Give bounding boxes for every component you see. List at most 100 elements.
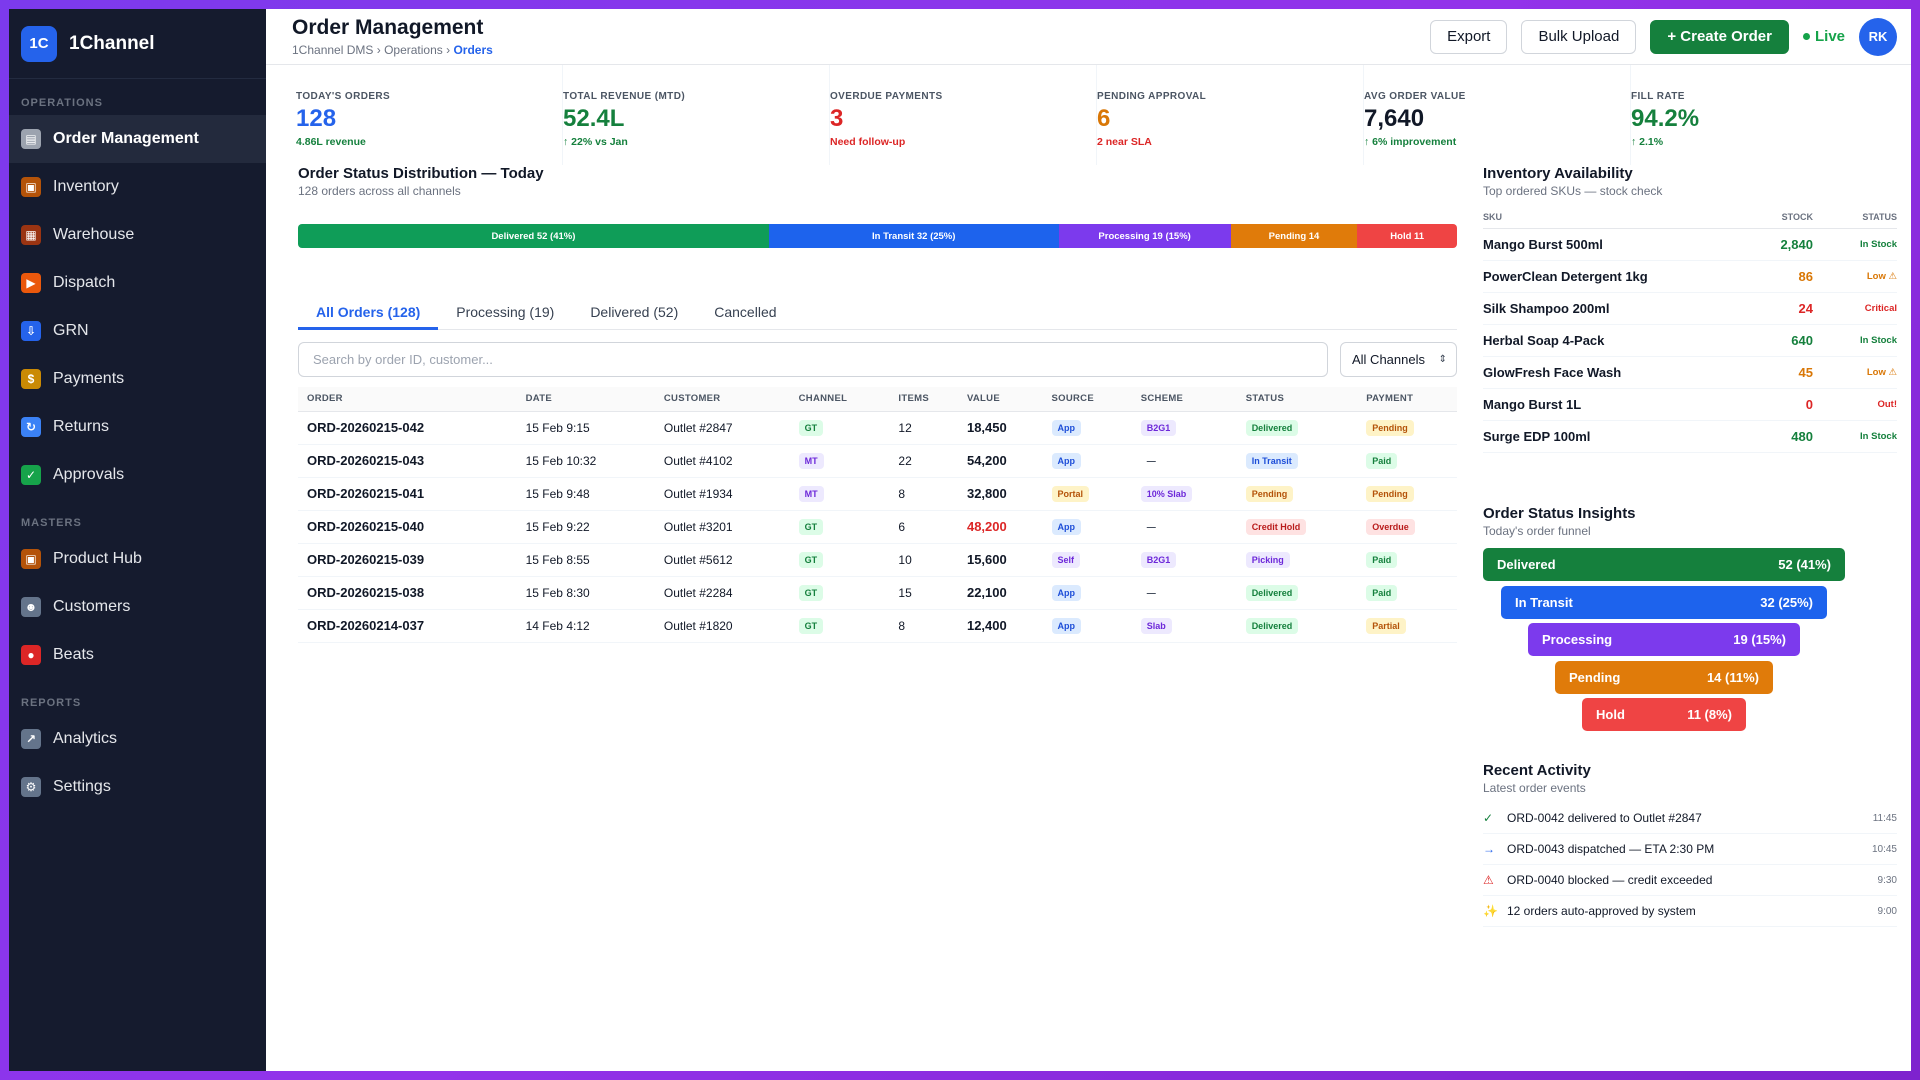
funnel-bar-delivered[interactable]: Delivered 52 (41%)	[1483, 548, 1845, 581]
kpi-card-today-s-orders: TODAY'S ORDERS 128 4.86L revenue	[296, 65, 563, 165]
sidebar-item-customers[interactable]: ☻ Customers	[9, 583, 266, 631]
status-badge: Pending	[1245, 485, 1294, 502]
kpi-value: 52.4L	[563, 105, 625, 132]
breadcrumb-item-operations[interactable]: Operations	[384, 43, 443, 57]
channel-filter-select[interactable]: All Channels ⇕	[1340, 342, 1457, 377]
search-input[interactable]	[298, 342, 1328, 377]
sidebar-item-grn[interactable]: ⇩ GRN	[9, 307, 266, 355]
scheme-badge: B2G1	[1140, 551, 1177, 568]
kpi-strip: TODAY'S ORDERS 128 4.86L revenue TOTAL REVE…	[266, 65, 1911, 165]
cell-order[interactable]: ORD-20260215-041	[298, 477, 517, 511]
sidebar-item-settings[interactable]: ⚙ Settings	[9, 763, 266, 811]
sidebar-item-order-management[interactable]: ▤ Order Management	[9, 115, 266, 163]
activity-list: ✓ ORD-0042 delivered to Outlet #2847 11:45…	[1483, 803, 1897, 927]
inventory-row[interactable]: GlowFresh Face Wash 45 Low ⚠	[1483, 357, 1897, 389]
sidebar-item-dispatch[interactable]: ▶ Dispatch	[9, 259, 266, 307]
bulk-upload-button[interactable]: Bulk Upload	[1521, 19, 1637, 54]
inventory-col-sku: SKU	[1483, 212, 1503, 222]
column-header-items: ITEMS	[889, 387, 958, 412]
payment-badge: Paid	[1366, 452, 1398, 469]
kpi-sub: 2 near SLA	[1097, 136, 1152, 148]
table-row[interactable]: ORD-20260215-039 15 Feb 8:55 Outlet #5612 G…	[298, 543, 1457, 577]
column-header-scheme: SCHEME	[1131, 387, 1237, 412]
cell-channel: MT	[789, 444, 890, 478]
inventory-row[interactable]: Surge EDP 100ml 480 In Stock	[1483, 421, 1897, 453]
stock-value: 24	[1798, 301, 1813, 316]
breadcrumb-item-dms[interactable]: 1Channel DMS	[292, 43, 374, 57]
table-row[interactable]: ORD-20260215-042 15 Feb 9:15 Outlet #2847 G…	[298, 411, 1457, 445]
inventory-row[interactable]: PowerClean Detergent 1kg 86 Low ⚠	[1483, 261, 1897, 293]
cell-status: Credit Hold	[1236, 510, 1358, 544]
sidebar-item-beats[interactable]: ● Beats	[9, 631, 266, 679]
table-row[interactable]: ORD-20260215-040 15 Feb 9:22 Outlet #3201 G…	[298, 510, 1457, 544]
export-button[interactable]: Export	[1430, 19, 1508, 54]
cell-date: 15 Feb 10:32	[516, 444, 655, 478]
sidebar-item-approvals[interactable]: ✓ Approvals	[9, 451, 266, 499]
funnel-bar-pending[interactable]: Pending 14 (11%)	[1555, 660, 1773, 694]
status-badge: Picking	[1245, 551, 1290, 568]
activity-item[interactable]: ✨ 12 orders auto-approved by system 9:00	[1483, 896, 1897, 927]
activity-title: Recent Activity	[1483, 762, 1591, 779]
stock-status: In Stock	[1860, 335, 1897, 346]
table-row[interactable]: ORD-20260215-043 15 Feb 10:32 Outlet #4102…	[298, 444, 1457, 478]
nav-section-label: REPORTS	[21, 697, 82, 709]
inventory-row[interactable]: Mango Burst 1L 0 Out!	[1483, 389, 1897, 421]
source-badge: Portal	[1051, 485, 1090, 502]
brand-logo: 1C	[21, 25, 57, 62]
gear-icon: ⚙	[21, 777, 41, 797]
activity-item[interactable]: ⚠ ORD-0040 blocked — credit exceeded 9:30	[1483, 865, 1897, 896]
cell-payment: Paid	[1357, 444, 1457, 478]
status-segment-in: In Transit 32 (25%)	[768, 224, 1059, 248]
sidebar-item-inventory[interactable]: ▣ Inventory	[9, 163, 266, 211]
sidebar-item-analytics[interactable]: ↗ Analytics	[9, 715, 266, 763]
channel-badge: GT	[798, 584, 824, 601]
cell-order[interactable]: ORD-20260215-038	[298, 576, 517, 610]
funnel-bar-processing[interactable]: Processing 19 (15%)	[1528, 623, 1800, 656]
activity-item[interactable]: ✓ ORD-0042 delivered to Outlet #2847 11:45	[1483, 803, 1897, 834]
cell-scheme: —	[1131, 576, 1237, 610]
cell-order[interactable]: ORD-20260215-039	[298, 543, 517, 577]
sidebar-item-returns[interactable]: ↻ Returns	[9, 403, 266, 451]
create-order-button[interactable]: + Create Order	[1650, 19, 1789, 54]
sidebar-item-warehouse[interactable]: ▦ Warehouse	[9, 211, 266, 259]
status-distribution-bar: Delivered 52 (41%) In Transit 32 (25%) Pro…	[298, 224, 1457, 248]
app-window: 1C 1Channel OPERATIONS ▤ Order Management ▣…	[9, 9, 1911, 1071]
table-row[interactable]: ORD-20260215-038 15 Feb 8:30 Outlet #2284 G…	[298, 576, 1457, 610]
inventory-row[interactable]: Herbal Soap 4-Pack 640 In Stock	[1483, 325, 1897, 357]
cell-items: 12	[889, 411, 958, 445]
sidebar-item-label: Order Management	[53, 130, 199, 147]
tab-all-orders[interactable]: All Orders (128)	[298, 294, 439, 330]
cell-order[interactable]: ORD-20260214-037	[298, 609, 517, 643]
table-row[interactable]: ORD-20260214-037 14 Feb 4:12 Outlet #1820 G…	[298, 609, 1457, 643]
table-row[interactable]: ORD-20260215-041 15 Feb 9:48 Outlet #1934 M…	[298, 477, 1457, 511]
tab-delivered[interactable]: Delivered (52)	[590, 303, 679, 320]
inventory-row[interactable]: Mango Burst 500ml 2,840 In Stock	[1483, 229, 1897, 261]
column-header-status: STATUS	[1236, 387, 1358, 412]
activity-text: ORD-0042 delivered to Outlet #2847	[1507, 811, 1702, 825]
kpi-sub: 4.86L revenue	[296, 136, 366, 148]
tab-processing[interactable]: Processing (19)	[456, 303, 555, 320]
status-segment-processing: Processing 19 (15%)	[1058, 224, 1231, 248]
cell-order[interactable]: ORD-20260215-040	[298, 510, 517, 544]
cell-order[interactable]: ORD-20260215-042	[298, 411, 517, 445]
channel-badge: MT	[798, 485, 824, 502]
cell-value: 32,800	[957, 477, 1043, 511]
status-badge: Credit Hold	[1245, 518, 1307, 535]
sku-name: Silk Shampoo 200ml	[1483, 301, 1610, 316]
sidebar-item-product-hub[interactable]: ▣ Product Hub	[9, 535, 266, 583]
inventory-row[interactable]: Silk Shampoo 200ml 24 Critical	[1483, 293, 1897, 325]
breadcrumb-separator: ›	[376, 43, 385, 57]
brand[interactable]: 1C 1Channel	[9, 9, 266, 79]
cell-value: 15,600	[957, 543, 1043, 577]
tab-cancelled[interactable]: Cancelled	[714, 303, 777, 320]
sidebar-item-payments[interactable]: $ Payments	[9, 355, 266, 403]
sku-name: Surge EDP 100ml	[1483, 429, 1591, 444]
avatar[interactable]: RK	[1859, 17, 1897, 56]
funnel-bar-in-transit[interactable]: In Transit 32 (25%)	[1501, 585, 1827, 619]
funnel-bar-hold[interactable]: Hold 11 (8%)	[1582, 698, 1746, 731]
cell-items: 22	[889, 444, 958, 478]
activity-item[interactable]: → ORD-0043 dispatched — ETA 2:30 PM 10:45	[1483, 834, 1897, 865]
cell-order[interactable]: ORD-20260215-043	[298, 444, 517, 478]
cell-customer: Outlet #4102	[654, 444, 790, 478]
cell-status: Delivered	[1236, 411, 1358, 445]
